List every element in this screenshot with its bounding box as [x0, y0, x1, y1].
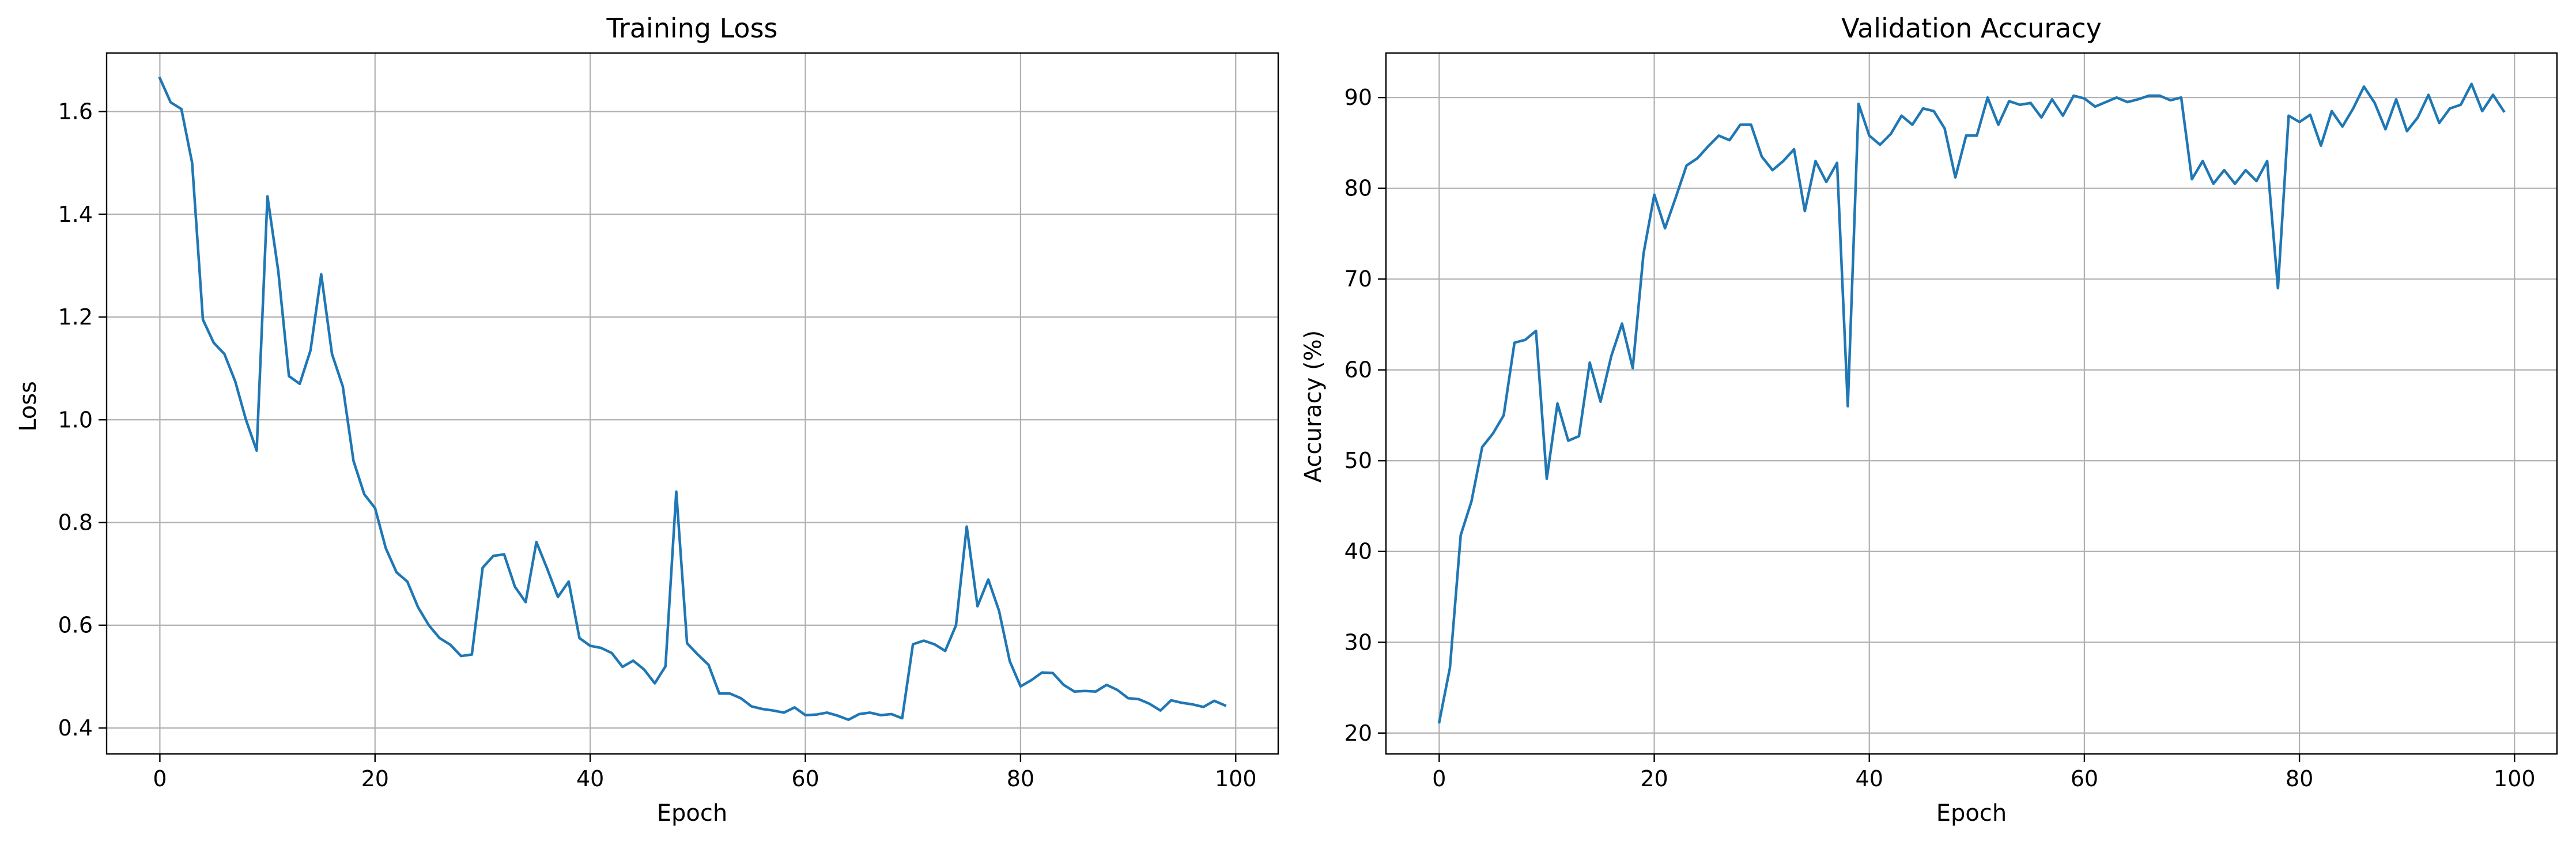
validation-accuracy-title: Validation Accuracy: [1841, 13, 2102, 44]
training-loss-y-tick-label: 0.8: [58, 510, 93, 535]
validation-accuracy-y-tick-label: 30: [1344, 629, 1372, 655]
training-loss-y-tick-label: 1.2: [58, 304, 93, 330]
training-loss-x-tick-label: 20: [361, 766, 389, 791]
validation-accuracy-y-axis-label: Accuracy (%): [1300, 330, 1327, 483]
validation-accuracy-axes-frame: [1385, 52, 2558, 755]
validation-accuracy-y-tick-label: 50: [1344, 448, 1372, 473]
validation-accuracy-grid: [1386, 53, 2557, 754]
validation-accuracy-y-tick-label: 90: [1344, 85, 1372, 110]
validation-accuracy-x-tick-label: 40: [1856, 766, 1883, 791]
training-loss-y-tick-label: 0.6: [58, 613, 93, 638]
training-loss-y-axis-label: Loss: [15, 381, 41, 432]
validation-accuracy-series-line: [1437, 82, 2506, 724]
validation-accuracy-x-tick-label: 60: [2071, 766, 2098, 791]
validation-accuracy-x-tick-label: 100: [2494, 766, 2536, 791]
training-loss-line-group: [158, 76, 1227, 721]
training-loss-series-line: [158, 76, 1227, 721]
training-loss-chart: 0 20 40 60 80 100 0.4 0.6 0.8 1.0 1.2 1.4 1.6 Traini…: [15, 13, 1279, 827]
validation-accuracy-y-tick-label: 70: [1344, 266, 1372, 292]
training-loss-y-tick-label: 1.0: [58, 407, 93, 432]
validation-accuracy-y-tick-label: 20: [1344, 720, 1372, 746]
validation-accuracy-x-tick-label: 20: [1640, 766, 1668, 791]
validation-accuracy-x-tick-label: 0: [1432, 766, 1446, 791]
training-loss-title: Training Loss: [606, 13, 777, 44]
validation-accuracy-axes: [1385, 52, 2558, 755]
training-loss-y-tick-label: 1.6: [58, 99, 93, 125]
training-loss-y-tick-label: 0.4: [58, 715, 93, 741]
training-loss-x-tick-label: 60: [791, 766, 819, 791]
training-loss-ticks: 0 20 40 60 80 100 0.4 0.6 0.8 1.0 1.2 1.4 1.6: [58, 99, 1257, 791]
training-loss-x-tick-label: 80: [1007, 766, 1034, 791]
training-loss-x-tick-label: 100: [1215, 766, 1257, 791]
validation-accuracy-x-tick-label: 80: [2286, 766, 2313, 791]
validation-accuracy-y-tick-label: 40: [1344, 539, 1372, 564]
training-loss-axes-frame: [105, 52, 1279, 755]
validation-accuracy-y-tick-label: 60: [1344, 357, 1372, 383]
validation-accuracy-line-group: [1437, 82, 2506, 724]
validation-accuracy-ticks: 0 20 40 60 80 100 20 30 40 50 60 70 80 90: [1344, 85, 2536, 791]
training-loss-axes: [105, 52, 1279, 755]
validation-accuracy-x-axis-label: Epoch: [1936, 800, 2007, 827]
training-loss-grid: [107, 53, 1278, 754]
validation-accuracy-y-tick-label: 80: [1344, 176, 1372, 201]
validation-accuracy-chart: 0 20 40 60 80 100 20 30 40 50 60 70 80 90 Validation …: [1300, 13, 2558, 827]
training-loss-x-tick-label: 0: [153, 766, 167, 791]
training-loss-x-axis-label: Epoch: [657, 800, 727, 827]
training-loss-y-tick-label: 1.4: [58, 202, 93, 227]
training-loss-x-tick-label: 40: [576, 766, 604, 791]
